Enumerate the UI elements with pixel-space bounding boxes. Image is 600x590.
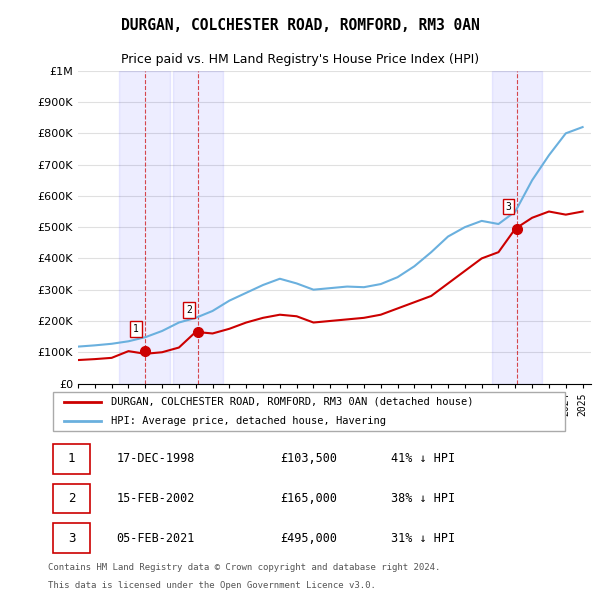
- Text: 31% ↓ HPI: 31% ↓ HPI: [391, 532, 455, 545]
- Bar: [173, 71, 223, 384]
- FancyBboxPatch shape: [53, 392, 565, 431]
- Text: 38% ↓ HPI: 38% ↓ HPI: [391, 492, 455, 505]
- Text: £103,500: £103,500: [280, 453, 337, 466]
- Bar: [119, 71, 170, 384]
- Text: Price paid vs. HM Land Registry's House Price Index (HPI): Price paid vs. HM Land Registry's House …: [121, 53, 479, 66]
- Text: Contains HM Land Registry data © Crown copyright and database right 2024.: Contains HM Land Registry data © Crown c…: [48, 563, 440, 572]
- Text: HPI: Average price, detached house, Havering: HPI: Average price, detached house, Have…: [112, 417, 386, 426]
- Text: 3: 3: [68, 532, 76, 545]
- Text: This data is licensed under the Open Government Licence v3.0.: This data is licensed under the Open Gov…: [48, 581, 376, 590]
- Text: DURGAN, COLCHESTER ROAD, ROMFORD, RM3 0AN (detached house): DURGAN, COLCHESTER ROAD, ROMFORD, RM3 0A…: [112, 397, 474, 407]
- FancyBboxPatch shape: [53, 444, 90, 474]
- Text: 1: 1: [68, 453, 76, 466]
- Text: £165,000: £165,000: [280, 492, 337, 505]
- Text: 3: 3: [505, 202, 511, 212]
- Text: 2: 2: [68, 492, 76, 505]
- Text: DURGAN, COLCHESTER ROAD, ROMFORD, RM3 0AN: DURGAN, COLCHESTER ROAD, ROMFORD, RM3 0A…: [121, 18, 479, 32]
- Text: 41% ↓ HPI: 41% ↓ HPI: [391, 453, 455, 466]
- Text: 05-FEB-2021: 05-FEB-2021: [116, 532, 195, 545]
- Text: 17-DEC-1998: 17-DEC-1998: [116, 453, 195, 466]
- Text: £495,000: £495,000: [280, 532, 337, 545]
- Bar: [491, 71, 542, 384]
- Text: 15-FEB-2002: 15-FEB-2002: [116, 492, 195, 505]
- FancyBboxPatch shape: [53, 523, 90, 553]
- Text: 2: 2: [187, 304, 192, 314]
- Text: 1: 1: [133, 324, 139, 334]
- FancyBboxPatch shape: [53, 484, 90, 513]
